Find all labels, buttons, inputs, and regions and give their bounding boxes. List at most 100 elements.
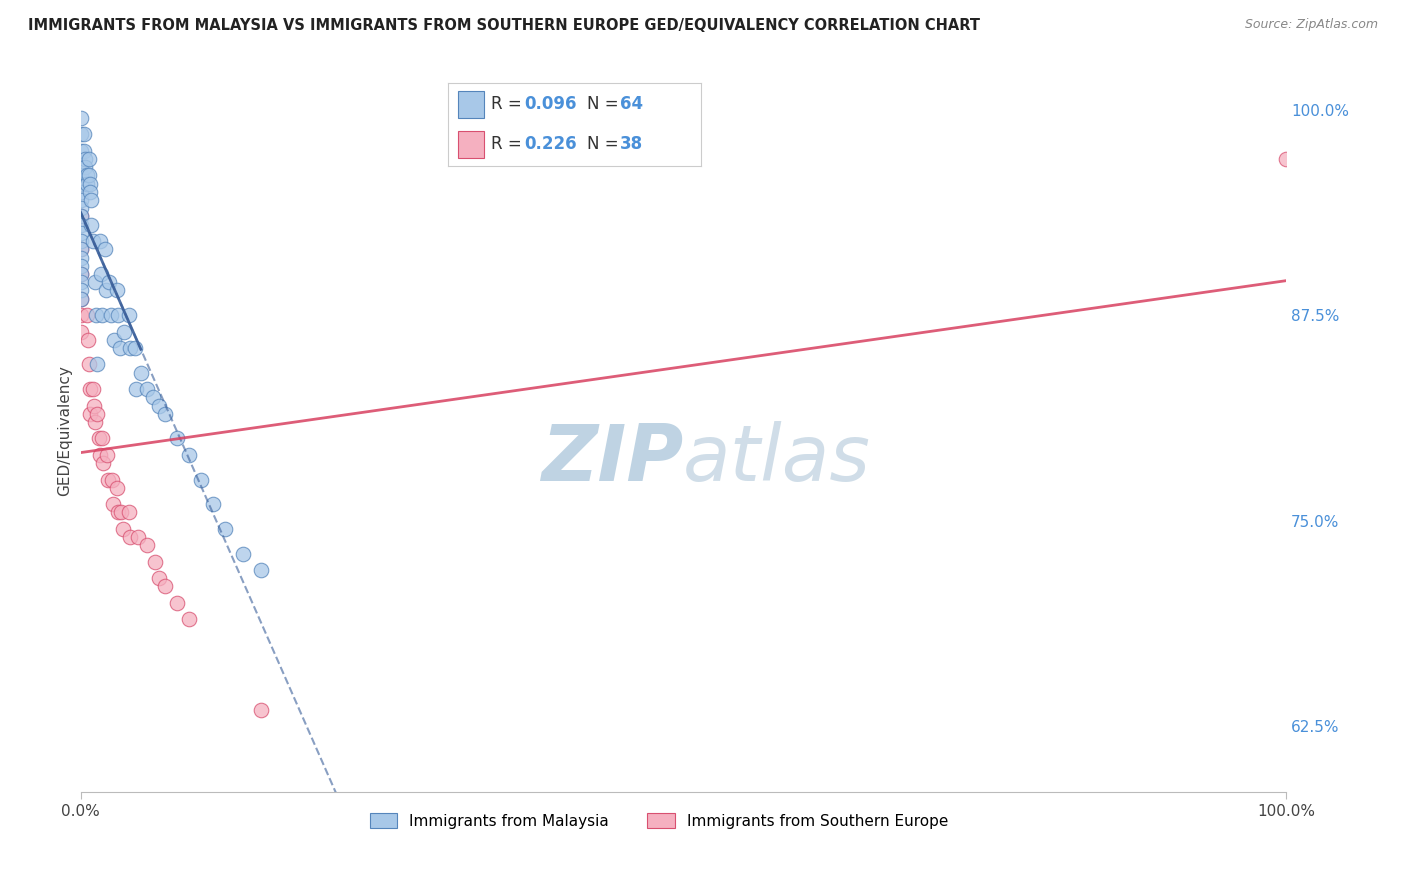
Point bbox=[89, 234, 111, 248]
Point bbox=[69, 259, 91, 273]
Point bbox=[107, 505, 129, 519]
Point bbox=[69, 201, 91, 215]
Point bbox=[69, 210, 91, 224]
Point bbox=[69, 251, 91, 265]
Point bbox=[77, 152, 100, 166]
Point bbox=[101, 473, 124, 487]
Point bbox=[118, 505, 141, 519]
Point bbox=[166, 432, 188, 446]
Point bbox=[69, 308, 91, 322]
Point bbox=[69, 243, 91, 257]
Point bbox=[69, 292, 91, 306]
Point bbox=[79, 177, 101, 191]
Point bbox=[177, 612, 200, 626]
Point bbox=[214, 522, 236, 536]
Point bbox=[127, 530, 149, 544]
Point bbox=[69, 193, 91, 207]
Point bbox=[250, 563, 273, 577]
Point bbox=[77, 358, 100, 372]
Point bbox=[90, 267, 112, 281]
Point bbox=[250, 703, 273, 717]
Point bbox=[76, 169, 98, 183]
Point bbox=[69, 128, 91, 142]
Point bbox=[110, 341, 132, 355]
Y-axis label: GED/Equivalency: GED/Equivalency bbox=[58, 365, 72, 496]
Point bbox=[69, 292, 91, 306]
Point bbox=[75, 152, 97, 166]
Point bbox=[86, 358, 108, 372]
Point bbox=[97, 473, 120, 487]
Point bbox=[69, 226, 91, 240]
Legend: Immigrants from Malaysia, Immigrants from Southern Europe: Immigrants from Malaysia, Immigrants fro… bbox=[364, 807, 955, 835]
Point bbox=[111, 522, 134, 536]
Text: Source: ZipAtlas.com: Source: ZipAtlas.com bbox=[1244, 18, 1378, 31]
Point bbox=[86, 407, 108, 421]
Point bbox=[110, 505, 132, 519]
Point bbox=[76, 308, 98, 322]
Point bbox=[76, 177, 98, 191]
Point bbox=[118, 308, 141, 322]
Point bbox=[177, 448, 200, 462]
Text: IMMIGRANTS FROM MALAYSIA VS IMMIGRANTS FROM SOUTHERN EUROPE GED/EQUIVALENCY CORR: IMMIGRANTS FROM MALAYSIA VS IMMIGRANTS F… bbox=[28, 18, 980, 33]
Text: ZIP: ZIP bbox=[541, 421, 683, 497]
Point bbox=[148, 571, 170, 585]
Point bbox=[190, 473, 212, 487]
Point bbox=[69, 169, 91, 183]
Point bbox=[142, 390, 165, 404]
Text: atlas: atlas bbox=[683, 421, 872, 497]
Point bbox=[129, 366, 152, 380]
Point bbox=[93, 243, 115, 257]
Point bbox=[93, 456, 115, 470]
Point bbox=[143, 555, 166, 569]
Point bbox=[79, 407, 101, 421]
Point bbox=[135, 382, 157, 396]
Point bbox=[82, 382, 104, 396]
Point bbox=[69, 218, 91, 232]
Point bbox=[79, 382, 101, 396]
Point bbox=[69, 325, 91, 339]
Point bbox=[91, 432, 114, 446]
Point bbox=[77, 169, 100, 183]
Point bbox=[76, 333, 98, 347]
Point bbox=[84, 415, 107, 429]
Point bbox=[69, 144, 91, 158]
Point bbox=[84, 275, 107, 289]
Point bbox=[69, 243, 91, 257]
Point bbox=[75, 160, 97, 174]
Point bbox=[69, 177, 91, 191]
Point bbox=[82, 234, 104, 248]
Point bbox=[73, 128, 96, 142]
Point bbox=[84, 308, 107, 322]
Point bbox=[107, 308, 129, 322]
Point bbox=[166, 596, 188, 610]
Point bbox=[96, 448, 118, 462]
Point bbox=[100, 308, 122, 322]
Point bbox=[80, 218, 103, 232]
Point bbox=[232, 547, 254, 561]
Point bbox=[125, 382, 148, 396]
Point bbox=[103, 333, 125, 347]
Point bbox=[69, 111, 91, 125]
Point bbox=[69, 267, 91, 281]
Point bbox=[69, 160, 91, 174]
Point bbox=[105, 284, 128, 298]
Point bbox=[135, 538, 157, 552]
Point bbox=[94, 284, 117, 298]
Point bbox=[73, 144, 96, 158]
Point bbox=[69, 234, 91, 248]
Point bbox=[69, 185, 91, 199]
Point bbox=[91, 308, 114, 322]
Point bbox=[124, 341, 146, 355]
Point bbox=[87, 432, 110, 446]
Point bbox=[153, 579, 176, 593]
Point bbox=[118, 530, 141, 544]
Point bbox=[118, 341, 141, 355]
Point bbox=[112, 325, 135, 339]
Point bbox=[101, 497, 124, 511]
Point bbox=[105, 481, 128, 495]
Point bbox=[1275, 152, 1298, 166]
Point bbox=[69, 210, 91, 224]
Point bbox=[69, 284, 91, 298]
Point bbox=[69, 267, 91, 281]
Point bbox=[89, 448, 111, 462]
